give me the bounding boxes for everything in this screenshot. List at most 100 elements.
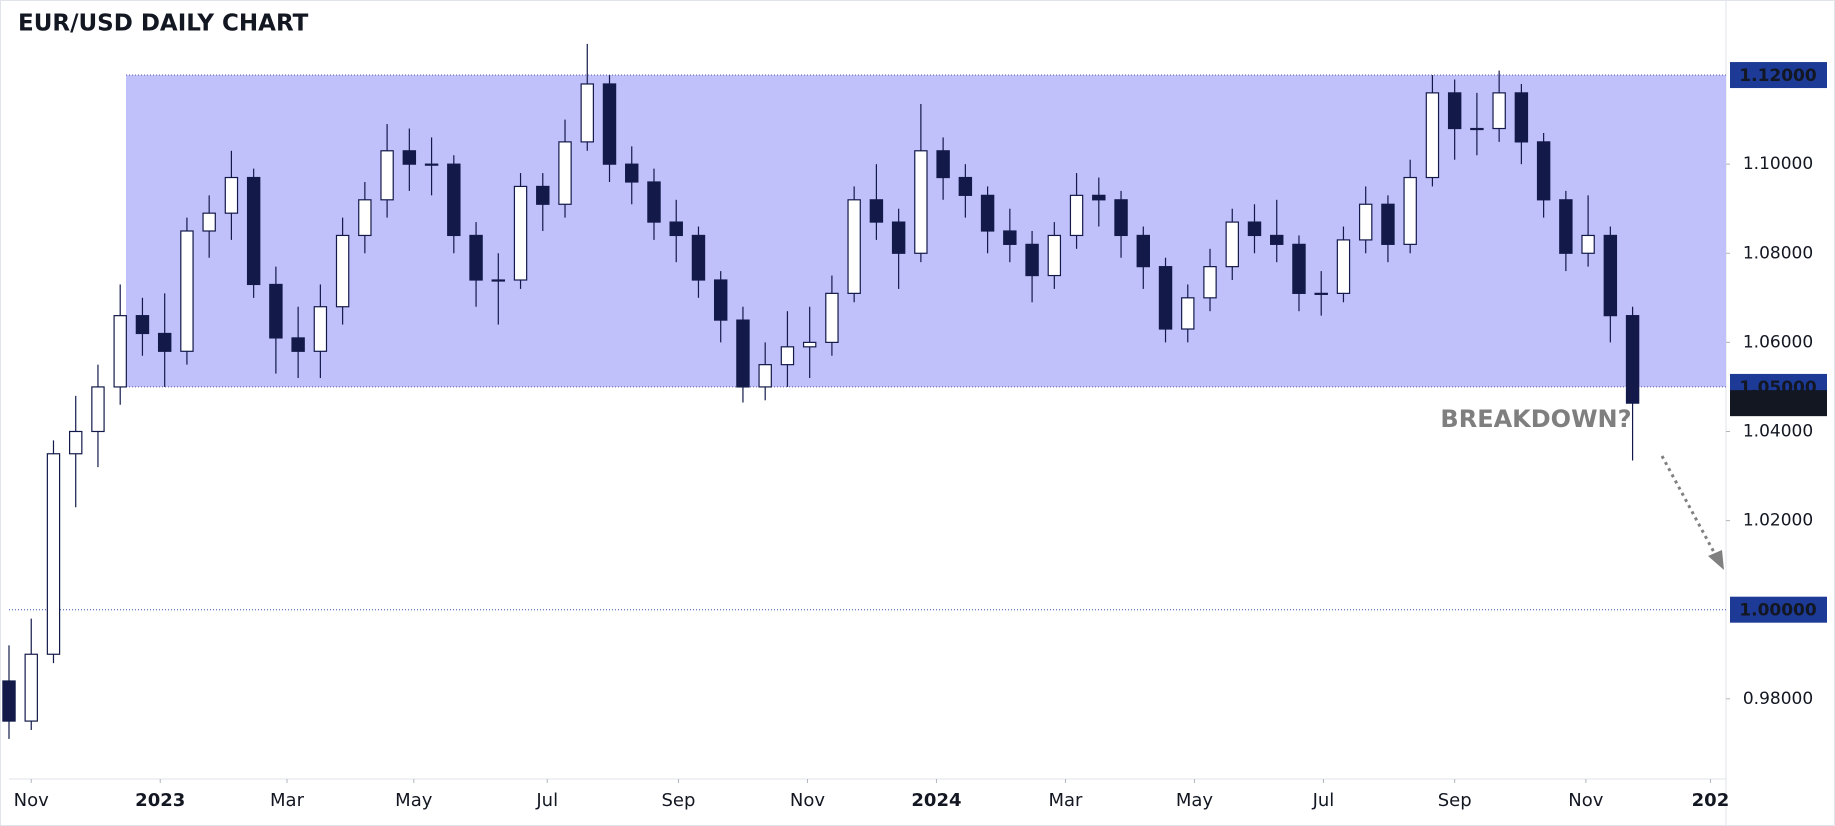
x-tick-label: Jul xyxy=(535,790,558,811)
x-tick-label: May xyxy=(1176,790,1214,811)
x-tick-label: 2023 xyxy=(135,790,185,811)
price-label: 1.00000 xyxy=(1739,601,1817,621)
candle-body xyxy=(224,176,239,214)
candle-body xyxy=(847,199,861,294)
candle-body xyxy=(980,194,995,232)
x-tick-label: Nov xyxy=(1568,790,1603,811)
candle-body xyxy=(1381,203,1395,245)
candle-body xyxy=(1603,234,1618,317)
candle-body xyxy=(1447,92,1462,130)
x-tick-label: Mar xyxy=(1048,790,1083,811)
candle-body xyxy=(891,221,906,254)
x-tick-label: 202 xyxy=(1692,790,1730,811)
x-tick-label: 2024 xyxy=(911,790,961,811)
y-tick-label: 1.04000 xyxy=(1743,421,1813,441)
candle-body xyxy=(758,364,772,388)
candle-body xyxy=(914,150,928,254)
candle-body xyxy=(869,199,884,223)
candle-body xyxy=(1492,92,1506,130)
y-tick-label: 1.08000 xyxy=(1743,243,1813,263)
candle-body xyxy=(380,150,394,201)
y-tick-label: 1.06000 xyxy=(1743,332,1813,352)
candle-body xyxy=(46,453,61,655)
chart-title: EUR/USD DAILY CHART xyxy=(18,11,309,37)
candle-body xyxy=(669,221,683,237)
candle-body xyxy=(1136,234,1151,268)
candle-body xyxy=(313,306,328,352)
candle-body xyxy=(1092,194,1106,201)
price-label-box xyxy=(1730,596,1827,623)
candle-body xyxy=(269,283,283,339)
candle-body xyxy=(580,83,594,143)
candle-body xyxy=(358,199,372,237)
candle-body xyxy=(1069,194,1084,237)
price-label: 1.12000 xyxy=(1739,66,1817,86)
candle-body xyxy=(491,279,506,282)
candle-body xyxy=(1625,315,1640,404)
candle-body xyxy=(625,163,639,183)
axes: 0.98000 1.02000 1.04000 1.06000 1.08000 1.100… xyxy=(14,62,1827,811)
x-tick-label: Nov xyxy=(14,790,49,811)
candle-body xyxy=(1358,203,1373,241)
annotation: BREAKDOWN? xyxy=(1440,405,1631,433)
candle-body xyxy=(1247,221,1262,237)
candle-body xyxy=(246,176,261,286)
candle-body xyxy=(536,185,550,205)
x-tick-label: Sep xyxy=(661,790,695,811)
candle-body xyxy=(780,346,795,366)
candle-body xyxy=(802,341,817,348)
price-label-box xyxy=(1730,62,1827,89)
candle-body xyxy=(113,315,127,388)
candle-body xyxy=(1536,141,1551,201)
candle-body xyxy=(180,230,194,352)
y-tick-label: 0.98000 xyxy=(1743,689,1813,709)
x-tick-label: Nov xyxy=(790,790,825,811)
candle-body xyxy=(1270,234,1284,245)
candle-body xyxy=(202,212,216,232)
candle-body xyxy=(157,332,172,352)
x-tick-label: Mar xyxy=(270,790,305,811)
candle-body xyxy=(958,176,973,196)
candle-body xyxy=(1292,243,1306,294)
plot-area xyxy=(2,43,1726,739)
candle-body xyxy=(1514,92,1529,143)
candle-body xyxy=(602,83,617,165)
candle-body xyxy=(1425,92,1440,179)
candle-body xyxy=(936,150,950,179)
candle-body xyxy=(402,150,417,165)
candle-body xyxy=(1047,234,1062,277)
candle-body xyxy=(1181,297,1195,330)
candle-body xyxy=(1581,234,1595,254)
candle-body xyxy=(1336,239,1351,294)
candle-body xyxy=(647,181,661,223)
candle-body xyxy=(69,430,83,455)
candle-body xyxy=(24,653,38,722)
candle-body xyxy=(91,386,105,433)
candle-body xyxy=(1003,230,1017,245)
price-label: 1.04636 xyxy=(1739,394,1816,414)
candle-body xyxy=(736,319,750,388)
candle-body xyxy=(2,680,16,722)
candle-body xyxy=(691,234,706,281)
candle-body xyxy=(135,315,150,335)
candle-body xyxy=(291,337,305,352)
arrow-head xyxy=(1708,550,1724,570)
candle-body xyxy=(825,292,839,343)
arrow-line xyxy=(1660,455,1718,557)
candle-body xyxy=(424,163,439,166)
candle-body xyxy=(558,141,572,205)
candle-body xyxy=(713,279,728,321)
candle-body xyxy=(1403,176,1417,245)
x-tick-label: May xyxy=(395,790,433,811)
y-tick-label: 1.02000 xyxy=(1743,511,1813,531)
candle-body xyxy=(1470,127,1484,131)
candle-body xyxy=(1114,199,1128,237)
candle-body xyxy=(469,234,483,281)
price-label-box xyxy=(1730,390,1827,417)
candle-body xyxy=(1203,266,1217,299)
candle-body xyxy=(1158,266,1173,330)
candle-body xyxy=(1025,243,1039,277)
candle-body xyxy=(513,185,528,281)
y-tick-label: 1.10000 xyxy=(1743,154,1813,174)
